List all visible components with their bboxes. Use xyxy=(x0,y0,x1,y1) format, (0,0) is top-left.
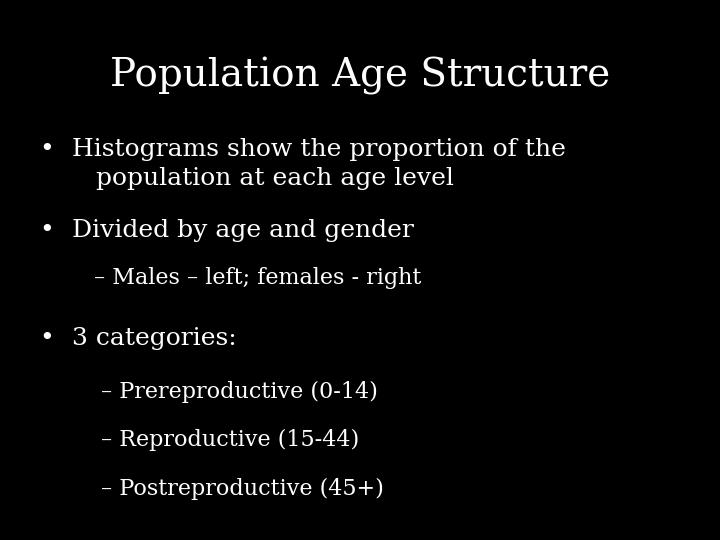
Text: Divided by age and gender: Divided by age and gender xyxy=(72,219,414,242)
Text: Population Age Structure: Population Age Structure xyxy=(110,57,610,94)
Text: – Prereproductive (0-14): – Prereproductive (0-14) xyxy=(101,381,378,403)
Text: •: • xyxy=(40,327,54,350)
Text: •: • xyxy=(40,219,54,242)
Text: Histograms show the proportion of the
   population at each age level: Histograms show the proportion of the po… xyxy=(72,138,566,190)
Text: •: • xyxy=(40,138,54,161)
Text: – Postreproductive (45+): – Postreproductive (45+) xyxy=(101,478,384,500)
Text: – Reproductive (15-44): – Reproductive (15-44) xyxy=(101,429,359,451)
Text: – Males – left; females - right: – Males – left; females - right xyxy=(94,267,421,289)
Text: 3 categories:: 3 categories: xyxy=(72,327,237,350)
